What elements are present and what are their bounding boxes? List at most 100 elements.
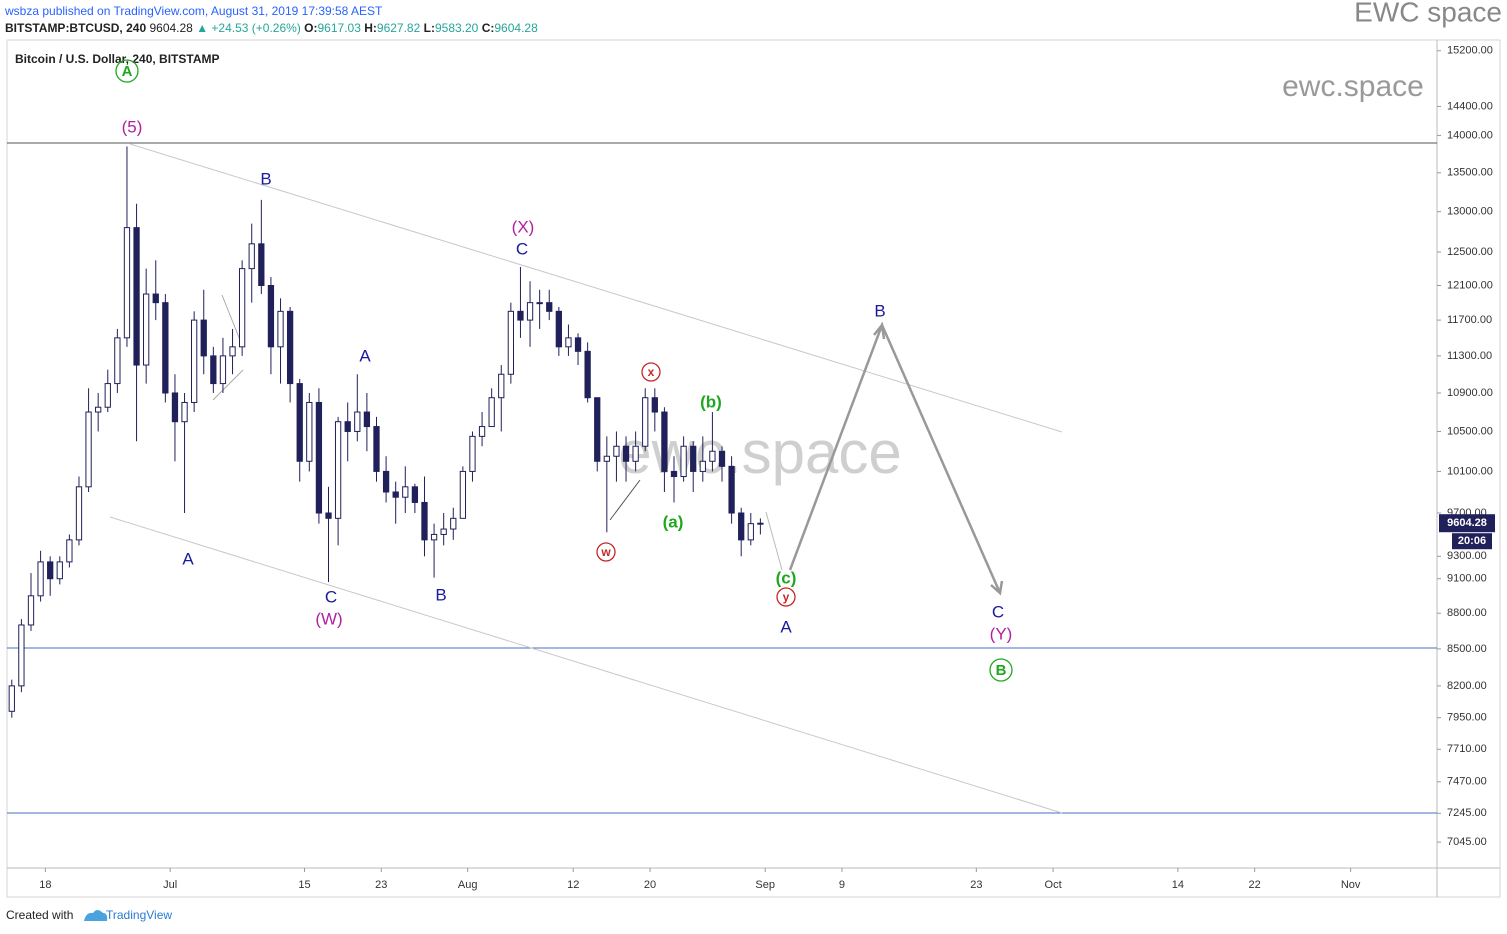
candle-body [526, 302, 534, 321]
candle-body [670, 470, 678, 478]
small-arrow [765, 511, 783, 571]
candle-body [296, 383, 303, 462]
wave-label: C [516, 239, 528, 258]
wave-label: x [648, 365, 655, 379]
candle-body [344, 421, 351, 432]
publisher: wsbza published on TradingView.com, Augu… [4, 4, 383, 18]
wave-label: (W) [315, 609, 342, 628]
candle-body [27, 595, 35, 626]
candle-body [143, 293, 150, 366]
candle-body [728, 465, 735, 514]
candle-body [661, 411, 668, 472]
candle-body [200, 319, 207, 357]
wave-circle [989, 658, 1013, 682]
wave-label: B [874, 301, 885, 320]
wave-label: (5) [122, 117, 143, 136]
y-tick-label: 12100.00 [1447, 279, 1493, 291]
x-tick-label: 15 [298, 879, 310, 891]
candle-body [325, 512, 332, 519]
wave-label: (Y) [990, 624, 1013, 643]
countdown-box [1452, 533, 1492, 550]
y-tick-label: 14400.00 [1447, 100, 1493, 112]
candle-body [517, 310, 524, 321]
l-label: L: [424, 21, 435, 35]
wave-label: B [996, 662, 1007, 679]
countdown: 20:06 [1458, 535, 1486, 547]
candle-body [85, 411, 92, 488]
y-tick-label: 11700.00 [1447, 314, 1492, 326]
o-label: O: [304, 21, 317, 35]
wave-label: y [783, 590, 790, 604]
candle-body [507, 310, 514, 375]
candle-body [171, 392, 179, 423]
price-label: 9604.28 [1447, 517, 1487, 529]
y-tick-label: 15200.00 [1447, 45, 1493, 57]
candle-body [286, 310, 294, 385]
y-tick-label: 10900.00 [1447, 387, 1493, 399]
candle-body [613, 445, 620, 457]
candle-body [66, 539, 73, 563]
last: 9604.28 [149, 21, 193, 35]
candle-body [238, 268, 246, 348]
arrow-head [990, 580, 1004, 596]
candle-body [450, 517, 457, 530]
candle-body [594, 397, 601, 462]
candle-body [258, 243, 265, 286]
l: 9583.20 [435, 21, 479, 35]
x-tick-label: 23 [970, 879, 982, 891]
wave-circle [641, 362, 661, 382]
x-tick-label: Oct [1045, 879, 1062, 891]
candle-body [37, 561, 44, 597]
candle-body [459, 470, 467, 519]
tv-logo [84, 910, 108, 921]
site: ewc.space [1282, 70, 1424, 103]
x-tick-label: 18 [39, 879, 51, 891]
candle-body [651, 397, 658, 413]
candle-body [382, 470, 390, 493]
header-quote: BITSTAMP:BTCUSD, 240 9604.28 ▲ +24.53 (+… [5, 21, 538, 35]
candle-body [210, 355, 217, 385]
candle-body [354, 411, 361, 432]
candle-body [162, 302, 169, 394]
price-label-box [1439, 514, 1495, 533]
candle-body [546, 302, 553, 312]
candle-body [747, 523, 754, 541]
candle-body [191, 319, 198, 403]
h-label: H: [364, 21, 377, 35]
candle-body [478, 426, 486, 437]
candle-body [718, 450, 726, 467]
change: ▲ +24.53 (+0.26%) [196, 21, 301, 35]
y-tick-label: 7710.00 [1447, 743, 1487, 755]
x-tick-label: Jul [163, 879, 177, 891]
trend-line [212, 369, 244, 401]
wave-label: B [435, 585, 446, 604]
candle-body [680, 445, 687, 478]
wave-label: A [359, 346, 371, 365]
trend-line [221, 294, 241, 341]
candle-body [411, 486, 419, 503]
candle-body [229, 346, 236, 357]
candle-body [690, 445, 697, 472]
candle-body [219, 355, 227, 385]
candle-body [469, 435, 476, 472]
wave-label: (c) [776, 568, 797, 587]
wave-label: w [600, 545, 611, 559]
candle-body [75, 486, 83, 541]
wave-label: (X) [512, 217, 535, 236]
drawings [7, 142, 1437, 814]
candle-body [248, 243, 255, 270]
y-tick-label: 7045.00 [1447, 836, 1487, 848]
wave-label: A [122, 63, 133, 80]
candle-body [584, 350, 591, 399]
arrow-head [873, 321, 886, 340]
wave-label: (a) [663, 512, 684, 531]
y-tick-label: 13000.00 [1447, 206, 1493, 218]
footer-created: Created with [6, 908, 73, 922]
candle-body [277, 310, 284, 348]
candle-body [574, 337, 582, 352]
candle-body [757, 522, 764, 525]
h: 9627.82 [377, 21, 421, 35]
y-tick-label: 10100.00 [1447, 465, 1493, 477]
y-tick-label: 7470.00 [1447, 776, 1487, 788]
candle-body [95, 406, 102, 413]
